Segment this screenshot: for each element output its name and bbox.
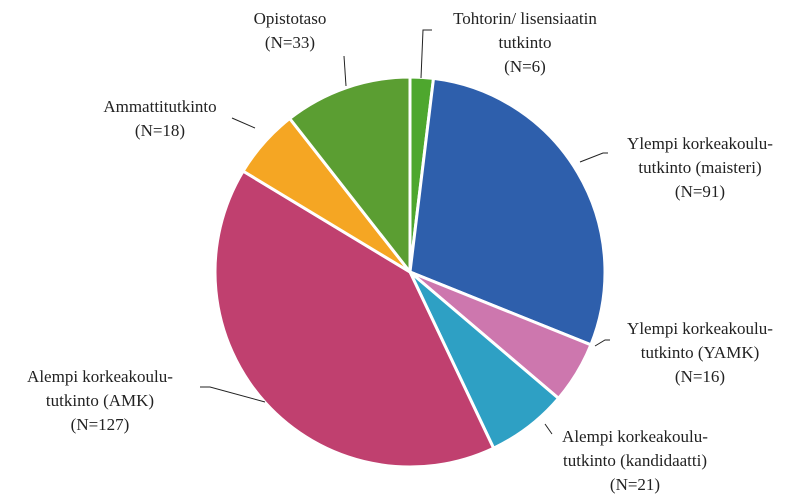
leader-line: [594, 339, 610, 347]
slice-value-label: (N=127): [71, 415, 130, 434]
slice-label: Tohtorin/ lisensiaatin: [453, 9, 597, 28]
pie-slice: [287, 75, 412, 277]
slice-label: tutkinto (AMK): [46, 391, 154, 410]
leader-line: [420, 29, 432, 79]
slice-value-label: (N=21): [610, 475, 660, 494]
leader-line: [579, 152, 608, 163]
slice-label: tutkinto (kandidaatti): [563, 451, 707, 470]
slice-label: Ylempi korkeakoulu-: [627, 319, 773, 338]
slice-value-label: (N=6): [504, 57, 546, 76]
slice-value-label: (N=18): [135, 121, 185, 140]
slice-label: tutkinto (maisteri): [638, 158, 761, 177]
leader-line: [544, 423, 553, 435]
slice-label: tutkinto: [499, 33, 552, 52]
slice-label: Alempi korkeakoulu-: [562, 427, 708, 446]
leader-line: [231, 117, 256, 129]
slice-label: Opistotaso: [254, 9, 327, 28]
leader-line: [200, 386, 266, 403]
slice-label: Alempi korkeakoulu-: [27, 367, 173, 386]
slice-value-label: (N=16): [675, 367, 725, 386]
slice-value-label: (N=33): [265, 33, 315, 52]
slice-label: Ammattitutkinto: [103, 97, 216, 116]
pie-slice: [408, 76, 607, 347]
slice-label: tutkinto (YAMK): [641, 343, 760, 362]
slice-value-label: (N=91): [675, 182, 725, 201]
slice-label: Ylempi korkeakoulu-: [627, 134, 773, 153]
leader-line: [343, 55, 347, 87]
pie-slice: [213, 169, 496, 469]
